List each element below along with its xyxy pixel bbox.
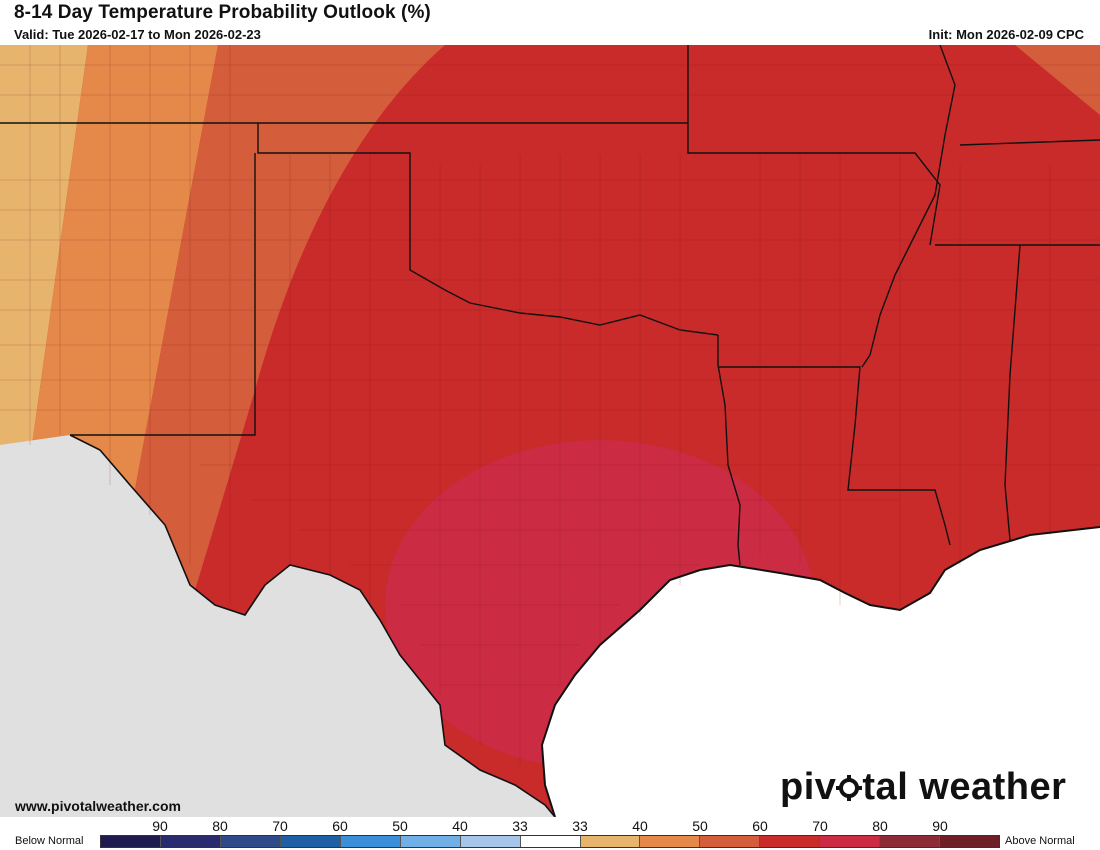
- valid-period: Valid: Tue 2026-02-17 to Mon 2026-02-23: [14, 27, 261, 42]
- legend-swatch: [340, 836, 401, 847]
- legend-tick-label: 70: [272, 818, 288, 834]
- legend-tick-label: 90: [152, 818, 168, 834]
- county-lines: [0, 45, 1100, 765]
- brand-logo: piv tal weather: [780, 766, 1066, 809]
- legend-swatch: [700, 836, 761, 847]
- legend-tick-label: 40: [632, 818, 648, 834]
- legend-tick-label: 33: [572, 818, 588, 834]
- legend-tick-label: 33: [512, 818, 528, 834]
- legend-swatch: [520, 836, 581, 847]
- legend-tick-label: 60: [752, 818, 768, 834]
- legend-swatch: [101, 836, 161, 847]
- legend-tick-label: 40: [452, 818, 468, 834]
- band-50-60-ne: [1015, 45, 1100, 115]
- gulf-of-mexico: [542, 527, 1100, 817]
- legend-swatch: [880, 836, 941, 847]
- rio-grande-border: [69, 434, 556, 817]
- band-50-60: [118, 45, 445, 590]
- header: 8-14 Day Temperature Probability Outlook…: [0, 0, 1100, 45]
- legend-tick-label: 80: [872, 818, 888, 834]
- map-title: 8-14 Day Temperature Probability Outlook…: [14, 2, 431, 23]
- gear-icon: [836, 775, 863, 801]
- legend-swatch: [760, 836, 821, 847]
- legend-below-label: Below Normal: [15, 835, 84, 847]
- website-url[interactable]: www.pivotalweather.com: [15, 798, 181, 814]
- legend-swatch: [220, 836, 281, 847]
- legend-tick-label: 80: [212, 818, 228, 834]
- legend-color-bar: [100, 835, 1000, 848]
- legend-swatch: [640, 836, 701, 847]
- legend-swatch: [400, 836, 461, 847]
- mexico-land: [0, 435, 555, 817]
- legend-swatch: [940, 836, 1000, 847]
- legend-tick-label: 50: [692, 818, 708, 834]
- legend-swatch: [580, 836, 641, 847]
- legend-swatch: [160, 836, 221, 847]
- legend-swatch: [460, 836, 521, 847]
- legend-tick-label: 90: [932, 818, 948, 834]
- brand-text-end: tal weather: [862, 766, 1067, 808]
- outlook-map[interactable]: [0, 45, 1100, 817]
- init-time: Init: Mon 2026-02-09 CPC: [928, 27, 1084, 42]
- legend-tick-label: 70: [812, 818, 828, 834]
- legend-swatch: [280, 836, 341, 847]
- legend-swatch: [820, 836, 881, 847]
- legend-tick-label: 50: [392, 818, 408, 834]
- coastline: [540, 526, 1100, 817]
- legend: 90 80 70 60 50 40 33 33 40 50 60 70 80 90 Below Norma…: [0, 817, 1100, 850]
- legend-above-label: Above Normal: [1005, 835, 1075, 847]
- brand-text-start: piv: [780, 766, 837, 808]
- legend-tick-label: 60: [332, 818, 348, 834]
- band-33-40: [0, 45, 88, 445]
- state-borders: [0, 45, 1100, 566]
